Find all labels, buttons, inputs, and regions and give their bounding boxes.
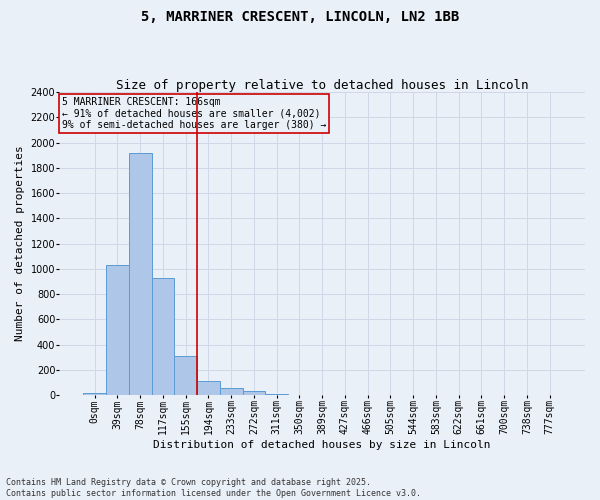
Bar — [220, 388, 242, 395]
Bar — [197, 381, 220, 395]
Text: Contains HM Land Registry data © Crown copyright and database right 2025.
Contai: Contains HM Land Registry data © Crown c… — [6, 478, 421, 498]
Bar — [265, 394, 288, 395]
Text: 5 MARRINER CRESCENT: 166sqm
← 91% of detached houses are smaller (4,002)
9% of s: 5 MARRINER CRESCENT: 166sqm ← 91% of det… — [62, 96, 326, 130]
Bar — [106, 265, 129, 395]
Bar — [129, 152, 152, 395]
X-axis label: Distribution of detached houses by size in Lincoln: Distribution of detached houses by size … — [154, 440, 491, 450]
Bar — [152, 278, 175, 395]
Bar — [175, 356, 197, 395]
Bar — [242, 390, 265, 395]
Y-axis label: Number of detached properties: Number of detached properties — [15, 146, 25, 342]
Title: Size of property relative to detached houses in Lincoln: Size of property relative to detached ho… — [116, 79, 529, 92]
Bar — [83, 392, 106, 395]
Text: 5, MARRINER CRESCENT, LINCOLN, LN2 1BB: 5, MARRINER CRESCENT, LINCOLN, LN2 1BB — [141, 10, 459, 24]
